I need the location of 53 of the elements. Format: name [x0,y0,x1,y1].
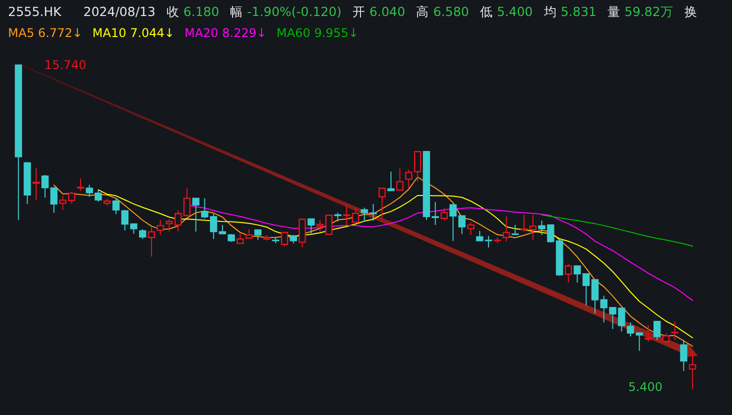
candlestick [644,324,652,342]
text: 换 [684,4,698,19]
candlestick [512,224,519,235]
text: 均 5.831 [544,4,597,19]
text: 2024/08/13 [83,4,156,19]
candlestick [245,228,253,239]
candlestick [325,214,332,236]
candlestick [148,226,156,258]
text: MA10 7.044↓ [92,26,174,40]
candlestick [467,222,474,236]
text: 量 59.82万 [608,4,674,19]
text: 收 6.180 [166,4,220,19]
text: MA20 8.229↓ [184,26,267,40]
text: 幅 -1.90%(-0.120) [230,4,342,19]
candlestick [280,232,288,248]
candlestick [564,263,572,284]
text: 高 6.580 [416,4,469,19]
candlestick [316,219,324,232]
text: MA60 9.955↓ [276,26,359,40]
candlestick [591,279,599,314]
annotation: 15.740 [44,58,86,72]
text: 开 6.040 [352,4,406,19]
candlestick [192,198,200,232]
candlestick [254,229,262,240]
text: 低 5.400 [480,4,533,19]
chart-title: 2555.HK [8,4,62,19]
annotation: 5.400 [628,380,663,394]
candlestick [112,198,120,215]
candlestick [387,171,395,192]
candlestick [41,174,49,198]
candlestick [458,215,466,235]
candlestick [50,187,58,214]
candlestick [653,320,661,340]
candlestick [298,218,306,248]
candlestick [529,214,537,240]
candlestick [502,216,510,242]
candlestick [32,168,40,200]
candlestick [680,339,688,372]
candlestick [236,232,244,244]
candlestick [671,320,678,340]
candlestick [440,208,448,222]
candlestick [378,188,386,219]
candlestick [688,352,696,390]
candlestick [352,206,360,223]
candlestick [76,178,84,192]
candlestick [183,188,191,216]
candlestick [156,219,164,236]
candlestick [139,228,146,240]
candlestick [662,332,670,344]
candlestick [449,204,457,242]
candlestick [308,218,315,236]
text: MA5 6.772↓ [8,26,82,40]
candlestick [396,168,404,191]
